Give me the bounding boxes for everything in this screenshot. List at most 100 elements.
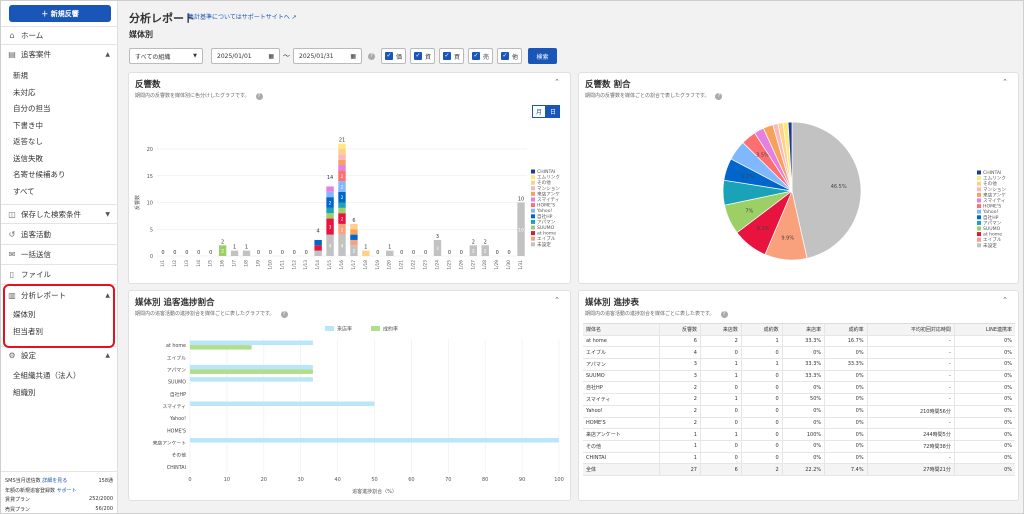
- category-checkbox[interactable]: ✓ 他: [497, 48, 522, 64]
- legend-swatch: [531, 236, 535, 241]
- help-icon[interactable]: ?: [280, 311, 288, 318]
- sidebar-item-tsuikyaku[interactable]: ▤ 追客案件 ▲: [1, 47, 118, 61]
- collapse-chevron-icon[interactable]: ⌃: [1002, 78, 1008, 86]
- legend-label: 来店率: [337, 326, 352, 333]
- table-cell: 2: [740, 463, 783, 476]
- table-cell: 0%: [824, 417, 868, 430]
- category-checkbox[interactable]: ✓ 売: [468, 48, 493, 64]
- sidebar-item-home[interactable]: ⌂ ホーム: [1, 28, 118, 42]
- category-checkbox[interactable]: ✓ 価: [381, 48, 406, 64]
- help-icon[interactable]: ?: [368, 52, 375, 60]
- help-icon[interactable]: ?: [715, 93, 723, 100]
- chevron-up-icon: ▲: [105, 291, 110, 299]
- category-checkbox[interactable]: ✓ 資: [410, 48, 435, 64]
- sidebar-item-report[interactable]: ▥ 分析レポート ▲: [1, 288, 118, 302]
- sidebar-subitem-tsuikyaku-2[interactable]: 自分の担当: [13, 104, 51, 113]
- bar-segment: [338, 202, 346, 208]
- legend-swatch: [531, 169, 535, 174]
- chevron-up-icon: ▲: [105, 351, 110, 359]
- toggle-month[interactable]: 月: [532, 105, 546, 118]
- table-cell: 1: [699, 358, 742, 371]
- sidebar-subitem-tsuikyaku-0[interactable]: 新規: [13, 71, 28, 80]
- legend-swatch: [977, 243, 981, 248]
- check-icon: ✓: [442, 52, 451, 60]
- bar-segment-label: 2: [221, 249, 224, 255]
- legend-swatch: [531, 186, 535, 191]
- help-icon[interactable]: ?: [255, 93, 263, 100]
- date-from-input[interactable]: 2025/01/01 ▦: [211, 48, 280, 64]
- footer-label-text: 賃貸プラン: [5, 497, 31, 503]
- sidebar-subitem-tsuikyaku-1[interactable]: 未対応: [13, 87, 36, 97]
- support-site-link[interactable]: 集計基準についてはサポートサイトへ ↗: [188, 12, 297, 21]
- checkbox-label: 買: [453, 53, 460, 61]
- bar-segment: [350, 229, 358, 235]
- legend-label: スマイティ: [983, 198, 1005, 204]
- search-button[interactable]: 検索: [528, 48, 557, 64]
- bar-total-label: 0: [460, 250, 463, 256]
- legend-label: 成約率: [383, 326, 398, 333]
- org-select[interactable]: すべての組織 ▼: [129, 48, 203, 64]
- sidebar-subitem-tsuikyaku-4[interactable]: 返答なし: [13, 137, 43, 146]
- help-icon[interactable]: ?: [720, 311, 728, 318]
- table-cell: 33.3%: [824, 358, 868, 371]
- footer-link[interactable]: 詳細を見る: [42, 478, 68, 484]
- legend-label: エイブル: [983, 236, 1002, 243]
- legend-swatch: [977, 232, 981, 237]
- table-cell: 50%: [781, 393, 825, 406]
- bar-segment: [338, 149, 346, 155]
- sidebar-item-settings[interactable]: ⚙ 設定 ▲: [1, 348, 118, 362]
- table-cell: 210時間56分: [866, 405, 955, 418]
- sidebar-subitem-report-0[interactable]: 媒体別: [13, 310, 36, 319]
- x-tick-label: 60: [408, 477, 414, 483]
- bar-segment: [350, 245, 358, 256]
- sidebar-item-file[interactable]: ▯ ファイル: [1, 267, 118, 281]
- table-cell: 0: [740, 452, 783, 465]
- sidebar-subitem-tsuikyaku-3[interactable]: 下書き中: [13, 120, 43, 130]
- collapse-chevron-icon[interactable]: ⌃: [554, 78, 560, 86]
- x-tick-label: 1/1: [160, 260, 166, 267]
- bar-total-label: 1: [388, 245, 391, 251]
- sidebar-subitem-report-1[interactable]: 担当者別: [13, 326, 43, 336]
- sidebar-label-saved: 保存した検索条件: [21, 209, 81, 219]
- legend-swatch: [977, 181, 981, 186]
- category-checkbox[interactable]: ✓ 買: [439, 48, 464, 64]
- sidebar-item-activity[interactable]: ↺ 追客活動: [1, 227, 118, 241]
- gear-icon: ⚙: [8, 350, 16, 360]
- legend-swatch: [977, 237, 981, 242]
- table-cell: 0%: [953, 463, 1015, 476]
- table-cell: 0%: [953, 417, 1015, 430]
- card-progress: 媒体別 追客進捗割合 期間内の追客活動の進捗割合を媒体ごとに表したグラフです。?…: [128, 290, 571, 501]
- legend-swatch: [977, 226, 981, 231]
- sidebar-subitem-tsuikyaku-7[interactable]: すべて: [13, 186, 35, 196]
- sidebar-subitem-settings-0[interactable]: 全組織共通（法人）: [13, 371, 81, 380]
- legend-label: CHINTAI: [537, 169, 555, 175]
- table-cell: 0%: [824, 346, 868, 360]
- collapse-chevron-icon[interactable]: ⌃: [1002, 296, 1008, 304]
- collapse-chevron-icon[interactable]: ⌃: [554, 296, 560, 304]
- sidebar-item-bulk-send[interactable]: ✉ 一括送信: [1, 247, 118, 261]
- sidebar-item-saved-search[interactable]: ◫ 保存した検索条件 ▼: [1, 207, 118, 221]
- table-cell: 1: [699, 393, 742, 406]
- table-cell: 0%: [953, 381, 1015, 395]
- bar-segment: [230, 250, 239, 256]
- card-table: 媒体別 進捗表 期間内の追客活動の進捗割合を媒体ごとに表した表です。? ⌃ 媒体…: [578, 290, 1019, 501]
- table-cell: 0%: [953, 405, 1015, 418]
- y-tick-label: スマイティ: [163, 404, 186, 410]
- table-column-header: 平均初回対応時間: [866, 323, 955, 336]
- sidebar-subitem-tsuikyaku-5[interactable]: 送信失敗: [13, 153, 43, 163]
- footer-link[interactable]: サポート: [56, 487, 77, 494]
- bar-segment-label: 2: [341, 184, 344, 190]
- new-inquiry-button[interactable]: ＋ 新規反響: [9, 5, 111, 22]
- legend-swatch: [977, 176, 981, 181]
- bar-total-label: 10: [518, 197, 524, 203]
- legend-swatch: [531, 180, 535, 185]
- table-cell: 0%: [824, 428, 868, 441]
- table-column-header: 来店数: [699, 323, 742, 336]
- table-cell: 33.3%: [781, 370, 825, 383]
- sidebar-subitem-settings-1[interactable]: 組織別: [13, 387, 36, 397]
- toggle-day[interactable]: 日: [546, 105, 560, 118]
- date-to-input[interactable]: 2025/01/31 ▦: [293, 48, 362, 64]
- table-cell: 1: [659, 440, 701, 453]
- bar-total-label: 4: [317, 229, 320, 235]
- sidebar-subitem-tsuikyaku-6[interactable]: 名寄せ候補あり: [13, 170, 66, 179]
